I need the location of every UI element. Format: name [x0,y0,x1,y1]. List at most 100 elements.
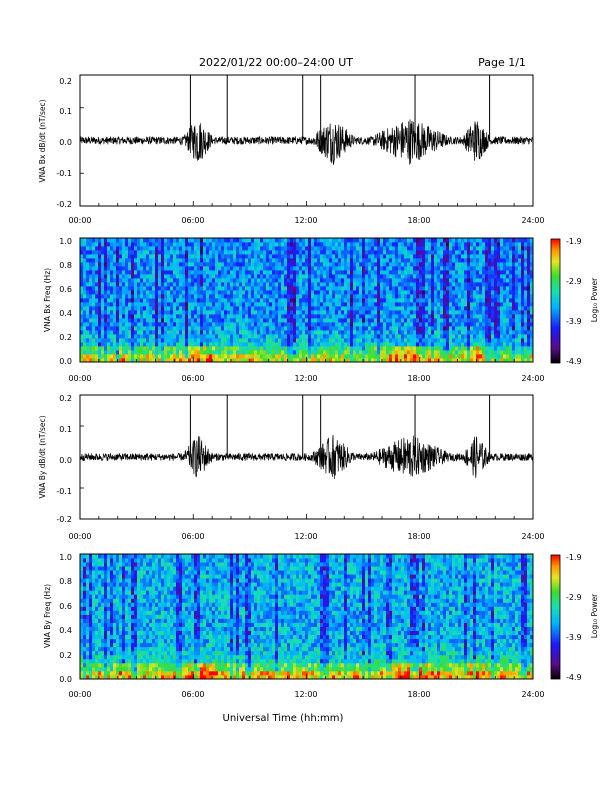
heatmap-cell [194,346,198,351]
heatmap-cell [467,302,471,307]
heatmap-cell [86,290,90,295]
heatmap-cell [428,298,432,303]
heatmap-cell [419,278,423,283]
heatmap-cell [239,278,243,283]
colorbar-label: Log₁₀ Power [590,277,599,322]
heatmap-cell [200,270,204,275]
heatmap-cell [482,282,486,287]
heatmap-cell [167,262,171,267]
heatmap-cell [476,338,480,343]
heatmap-cell [455,322,459,327]
heatmap-cell [209,262,213,267]
heatmap-cell [200,290,204,295]
heatmap-cell [197,334,201,339]
heatmap-cell [266,298,270,303]
heatmap-cell [176,326,180,331]
heatmap-cell [350,294,354,299]
heatmap-cell [131,266,135,271]
heatmap-cell [470,318,474,323]
heatmap-cell [119,238,123,243]
y-tick-label: 0.0 [59,357,72,366]
heatmap-cell [170,354,174,359]
heatmap-cell [218,274,222,279]
heatmap-cell [266,246,270,251]
heatmap-cell [371,298,375,303]
heatmap-cell [164,270,168,275]
heatmap-cell [86,262,90,267]
heatmap-cell [410,254,414,259]
heatmap-cell [83,638,87,644]
heatmap-cell [281,254,285,259]
heatmap-cell [368,250,372,255]
heatmap-cell [236,330,240,335]
heatmap-cell [113,254,117,259]
heatmap-cell [182,318,186,323]
heatmap-cell [158,330,162,335]
heatmap-cell [80,294,84,299]
heatmap-cell [503,306,507,311]
heatmap-cell [473,290,477,295]
heatmap-cell [80,610,84,615]
heatmap-cell [92,294,96,299]
heatmap-cell [353,286,357,291]
heatmap-cell [134,326,138,331]
heatmap-cell [305,326,309,331]
heatmap-cell [89,274,93,279]
heatmap-cell [143,350,147,355]
heatmap-cell [362,342,366,347]
heatmap-cell [98,282,102,287]
heatmap-cell [503,278,507,283]
heatmap-cell [341,294,345,299]
heatmap-cell [263,298,267,303]
heatmap-cell [125,282,129,287]
heatmap-cell [329,242,333,247]
heatmap-cell [365,294,369,299]
heatmap-cell [293,242,297,247]
heatmap-cell [458,278,462,283]
heatmap-cell [461,250,465,255]
heatmap-cell [494,322,498,327]
heatmap-cell [95,310,99,315]
heatmap-cell [173,250,177,255]
heatmap-cell [158,350,162,355]
heatmap-cell [512,250,516,255]
heatmap-cell [323,262,327,267]
heatmap-cell [524,262,528,267]
heatmap-cell [188,322,192,327]
heatmap-cell [293,322,297,327]
heatmap-cell [338,290,342,295]
heatmap-cell [161,262,165,267]
heatmap-cell [446,258,450,263]
heatmap-cell [395,258,399,263]
heatmap-cell [443,258,447,263]
heatmap-cell [422,238,426,243]
heatmap-cell [107,314,111,319]
heatmap-cell [116,350,120,355]
heatmap-cell [83,350,87,355]
heatmap-cell [503,266,507,271]
heatmap-cell [395,286,399,291]
heatmap-cell [113,302,117,307]
heatmap-cell [266,330,270,335]
heatmap-cell [422,354,426,359]
heatmap-cell [398,350,402,355]
heatmap-cell [281,250,285,255]
heatmap-cell [206,346,210,351]
heatmap-cell [197,298,201,303]
heatmap-cell [407,306,411,311]
heatmap-cell [335,254,339,259]
heatmap-cell [194,274,198,279]
heatmap-cell [362,278,366,283]
heatmap-cell [509,262,513,267]
heatmap-cell [365,298,369,303]
heatmap-cell [407,262,411,267]
heatmap-cell [209,334,213,339]
heatmap-cell [263,358,267,363]
heatmap-cell [206,254,210,259]
heatmap-cell [86,270,90,275]
heatmap-cell [434,306,438,311]
heatmap-cell [416,354,420,359]
heatmap-cell [170,326,174,331]
heatmap-cell [107,270,111,275]
heatmap-cell [467,250,471,255]
